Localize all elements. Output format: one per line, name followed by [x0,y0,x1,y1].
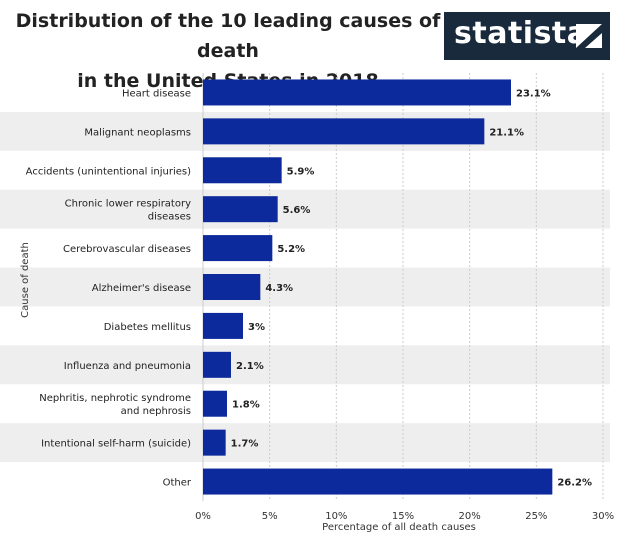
bar [203,351,231,378]
category-label: Intentional self-harm (suicide) [41,439,191,450]
category-label: Nephritis, nephrotic syndrome and nephros… [39,393,191,417]
x-tick-label: 5% [262,511,278,522]
bar [203,196,278,223]
value-label: 2.1% [236,361,264,372]
category-label: Diabetes mellitus [104,322,191,333]
category-label: Influenza and pneumonia [64,361,191,372]
value-label: 1.8% [232,400,260,411]
value-label: 5.9% [287,166,315,177]
bar [203,235,273,262]
bar [203,157,282,184]
bar [203,79,511,106]
category-label: Cerebrovascular diseases [63,244,191,255]
category-label: Heart disease [122,88,191,99]
statista-logo-text: statista [454,16,588,51]
row-band [0,423,610,463]
x-tick-label: 10% [325,511,347,522]
statista-logo: statista [444,12,610,60]
row-band [0,345,610,385]
x-tick-label: 30% [592,511,614,522]
value-label: 21.1% [489,127,524,138]
row-band [0,189,610,229]
chart-title-line-1: Distribution of the 10 leading causes of… [15,10,441,62]
bar [203,429,226,456]
value-label: 4.3% [265,283,293,294]
bar [203,468,553,495]
x-tick-label: 25% [525,511,547,522]
bar [203,312,243,339]
category-labels: Heart disease Malignant neoplasms Accident… [26,88,192,488]
value-label: 5.2% [277,244,305,255]
x-tick-label: 15% [392,511,414,522]
value-label: 23.1% [516,88,551,99]
category-label: Malignant neoplasms [84,127,191,138]
y-axis-label: Cause of death [20,242,31,318]
x-axis-label: Percentage of all death causes [322,522,476,533]
statista-logo-icon [576,24,602,48]
bar [203,118,485,145]
x-tick-label: 0% [195,511,211,522]
bar [203,274,261,300]
category-label: Chronic lower respiratory diseases [65,199,191,223]
x-tick-labels: 0% 5% 10% 15% 20% 25% 30% [195,511,614,522]
category-label: Accidents (unintentional injuries) [26,166,191,177]
category-label: Alzheimer's disease [92,283,191,294]
bars [203,79,553,495]
bar [203,390,227,417]
x-tick-label: 20% [459,511,481,522]
category-label: Other [163,478,192,489]
row-band [0,267,610,307]
value-label: 5.6% [283,205,311,216]
value-labels: 23.1% 21.1% 5.9% 5.6% 5.2% 4.3% 3% 2.1% 1.8% 1.7%… [231,88,592,488]
value-label: 1.7% [231,439,259,450]
value-label: 3% [248,322,265,333]
value-label: 26.2% [557,478,592,489]
